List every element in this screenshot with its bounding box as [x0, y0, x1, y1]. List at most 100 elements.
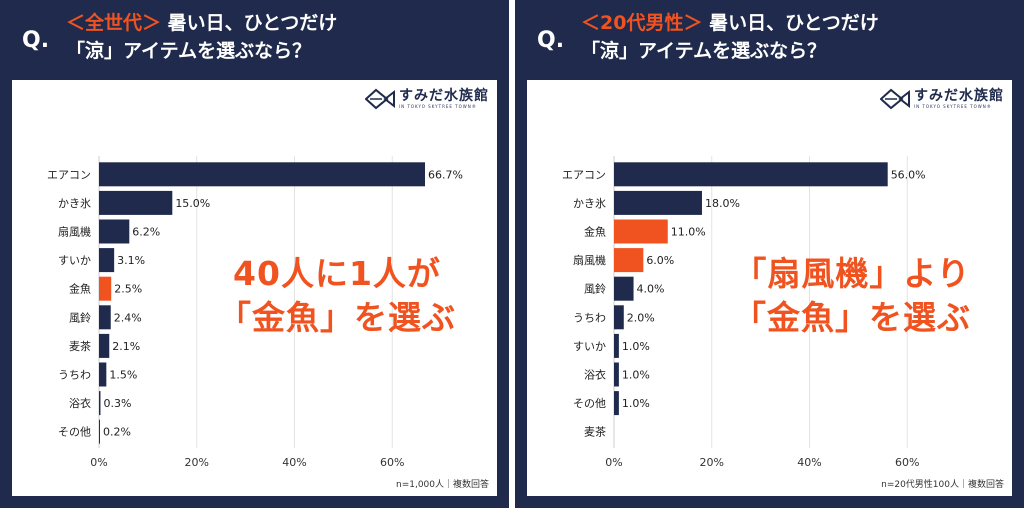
x-tick-label: 0% — [90, 456, 107, 469]
category-label: エアコン — [47, 168, 91, 181]
category-label: 扇風機 — [573, 253, 606, 267]
bar — [614, 276, 634, 301]
value-label: 2.1% — [112, 340, 140, 353]
bar — [614, 219, 668, 244]
category-label: すいか — [58, 254, 91, 267]
callout-line-1: 40人に1人が — [233, 254, 441, 293]
value-label: 4.0% — [637, 283, 665, 296]
title-accent: ＜20代男性＞ — [581, 12, 703, 34]
bar — [614, 190, 702, 215]
title-line-1: ＜20代男性＞ 暑い日、ひとつだけ — [581, 9, 879, 37]
x-tick-label: 20% — [185, 456, 209, 469]
category-label: 麦茶 — [69, 340, 91, 353]
category-label: うちわ — [573, 311, 606, 324]
category-label: 浴衣 — [584, 368, 606, 382]
question-mark: Q. — [537, 28, 565, 53]
x-tick-label: 20% — [700, 456, 724, 469]
panel-title: ＜20代男性＞ 暑い日、ひとつだけ 「涼」アイテムを選ぶなら？ — [581, 9, 879, 65]
category-label: その他 — [58, 426, 91, 439]
category-label: 金魚 — [584, 225, 606, 239]
bar — [99, 219, 130, 244]
value-label: 0.3% — [103, 397, 131, 410]
logo-subtext: IN TOKYO SKYTREE TOWN® — [399, 104, 477, 109]
callout-text: 「扇風機」より 「金魚」を選ぶ — [707, 252, 997, 340]
value-label: 2.5% — [114, 283, 142, 296]
value-label: 18.0% — [705, 197, 740, 210]
category-label: かき氷 — [573, 197, 606, 210]
bar-chart-men-20s: 0% 20% 40% 60% エアコン 56.0% かき氷 18.0% 金魚 11.0% 扇風機 6.… — [562, 156, 926, 469]
value-label: 15.0% — [175, 197, 210, 210]
chart-card: すみだ水族館 IN TOKYO SKYTREE TOWN® 0% 20% 40% 60… — [12, 80, 497, 496]
category-label: 金魚 — [69, 282, 91, 296]
bar — [99, 276, 112, 301]
value-label: 0.2% — [103, 426, 131, 439]
category-label: すいか — [573, 340, 606, 353]
question-mark: Q. — [22, 28, 50, 53]
bar — [99, 305, 111, 330]
chart-card: すみだ水族館 IN TOKYO SKYTREE TOWN® 0% 20% 40% 60… — [527, 80, 1012, 496]
callout-line-2: 「金魚」を選ぶ — [733, 298, 971, 337]
logo-text: すみだ水族館 — [399, 88, 489, 104]
value-label: 11.0% — [671, 226, 706, 239]
bar-chart-all-ages: 0% 20% 40% 60% エアコン 66.7% かき氷 15.0% 扇風機 6.2% すいか 3.… — [47, 156, 463, 469]
title-line-2: 「涼」アイテムを選ぶなら？ — [66, 40, 312, 62]
title-line-1: ＜全世代＞ 暑い日、ひとつだけ — [66, 9, 337, 37]
value-label: 6.2% — [132, 226, 160, 239]
x-tick-label: 60% — [895, 456, 919, 469]
sample-note: n=20代男性100人｜複数回答 — [881, 480, 1004, 490]
bar — [99, 333, 110, 358]
bar — [614, 333, 619, 358]
category-label: 風鈴 — [69, 310, 91, 324]
panel-all-ages: Q. ＜全世代＞ 暑い日、ひとつだけ 「涼」アイテムを選ぶなら？ すみだ水族館 … — [0, 0, 509, 508]
fish-logo-icon — [880, 88, 910, 110]
value-label: 56.0% — [891, 168, 926, 181]
fish-logo-icon — [365, 88, 395, 110]
bar — [614, 391, 619, 416]
callout-line-2: 「金魚」を選ぶ — [218, 298, 456, 337]
value-label: 1.5% — [109, 369, 137, 382]
title-line-2: 「涼」アイテムを選ぶなら？ — [581, 40, 827, 62]
panel-men-20s: Q. ＜20代男性＞ 暑い日、ひとつだけ 「涼」アイテムを選ぶなら？ すみだ水族… — [515, 0, 1024, 508]
category-label: 風鈴 — [584, 282, 606, 296]
bar — [99, 190, 173, 215]
value-label: 2.0% — [627, 311, 655, 324]
bar — [99, 362, 107, 387]
callout-text: 40人に1人が 「金魚」を選ぶ — [192, 252, 482, 340]
bar — [99, 248, 115, 273]
category-label: エアコン — [562, 168, 606, 181]
value-label: 1.0% — [622, 340, 650, 353]
title-line-1-rest: 暑い日、ひとつだけ — [709, 12, 879, 34]
logo-subtext: IN TOKYO SKYTREE TOWN® — [914, 104, 992, 109]
logo-text: すみだ水族館 — [914, 88, 1004, 104]
bar — [614, 362, 619, 387]
value-label: 6.0% — [646, 254, 674, 267]
value-label: 2.4% — [114, 311, 142, 324]
category-label: うちわ — [58, 369, 91, 382]
bar — [614, 305, 624, 330]
bar — [99, 162, 425, 187]
bar — [99, 391, 101, 416]
aquarium-logo: すみだ水族館 IN TOKYO SKYTREE TOWN® — [365, 88, 489, 110]
aquarium-logo: すみだ水族館 IN TOKYO SKYTREE TOWN® — [880, 88, 1004, 110]
title-line-1-rest: 暑い日、ひとつだけ — [167, 12, 338, 34]
category-label: 浴衣 — [69, 396, 91, 410]
title-accent: ＜全世代＞ — [66, 12, 162, 34]
x-tick-label: 40% — [797, 456, 821, 469]
bar — [614, 162, 888, 187]
category-label: 扇風機 — [58, 225, 91, 239]
panel-title: ＜全世代＞ 暑い日、ひとつだけ 「涼」アイテムを選ぶなら？ — [66, 9, 337, 65]
bar — [99, 419, 100, 444]
value-label: 1.0% — [622, 369, 650, 382]
x-tick-label: 60% — [380, 456, 404, 469]
x-tick-label: 0% — [605, 456, 622, 469]
bar — [614, 248, 644, 273]
category-label: かき氷 — [58, 197, 91, 210]
x-tick-label: 40% — [282, 456, 306, 469]
category-label: 麦茶 — [584, 426, 606, 439]
value-label: 66.7% — [428, 168, 463, 181]
value-label: 3.1% — [117, 254, 145, 267]
category-label: その他 — [573, 397, 606, 410]
value-label: 1.0% — [622, 397, 650, 410]
sample-note: n=1,000人｜複数回答 — [395, 480, 489, 490]
